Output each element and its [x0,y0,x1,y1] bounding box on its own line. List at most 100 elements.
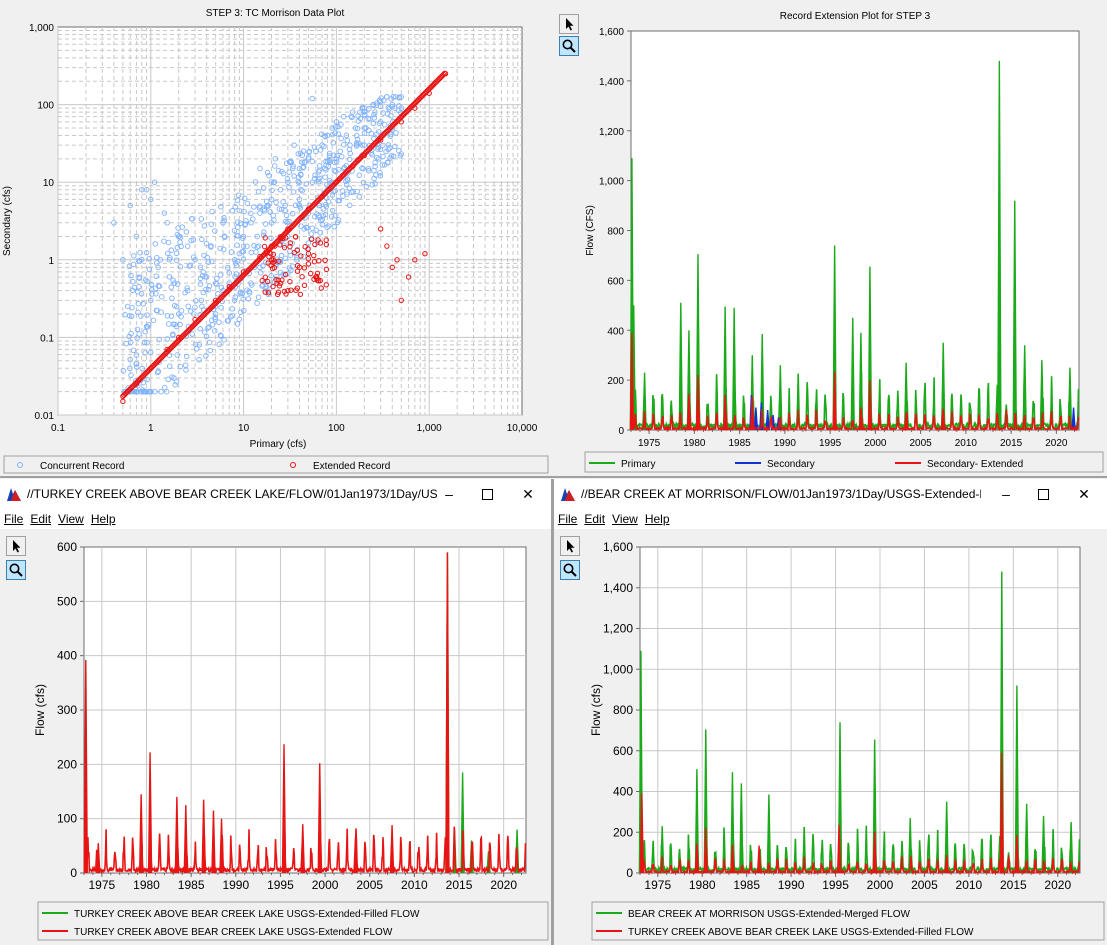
scatter-point [354,188,360,195]
menu-edit[interactable]: Edit [584,512,606,526]
scatter-point [166,274,173,280]
scatter-point [322,257,328,263]
scatter-point [360,179,367,186]
scatter-point [311,259,318,265]
y-tick-label: 200 [613,825,633,839]
scatter-point [262,274,269,280]
close-button[interactable]: ✕ [522,486,534,502]
scatter-point [159,294,165,300]
menu-view[interactable]: View [58,512,84,526]
series-peak [1067,367,1073,431]
scatter-point [173,250,180,257]
pointer-tool-button[interactable] [6,536,26,556]
scatter-point [272,156,279,162]
scatter-point [192,257,198,263]
scatter-point [209,317,215,324]
window-title-bar[interactable]: //BEAR CREEK AT MORRISON/FLOW/01Jan1973/… [554,479,1107,510]
minimize-button[interactable]: – [445,486,453,502]
scatter-point [298,223,304,229]
series-peak [858,407,864,431]
series-peak [174,796,180,874]
x-tick-label: 100 [328,423,345,434]
scatter-point [270,283,276,290]
scatter-point [148,281,155,288]
bear-creek-window: //BEAR CREEK AT MORRISON/FLOW/01Jan1973/… [554,479,1107,945]
scatter-point [175,233,182,240]
zoom-tool-button[interactable] [6,560,26,580]
scatter-point [281,244,288,251]
scatter-point [140,379,147,386]
record-extension-chart[interactable]: Record Extension Plot for STEP 3 0 200 400 6… [555,0,1107,476]
y-axis-label: Secondary (cfs) [2,186,13,256]
scatter-point [385,159,391,165]
scatter-point [346,185,353,192]
series-peak [872,831,877,874]
scatter-point [296,180,302,186]
scatter-chart[interactable]: STEP 3: TC Morrison Data Plot 0.1 1 10 100 1,… [0,0,553,476]
scatter-point [298,172,304,178]
window-title-bar[interactable]: //TURKEY CREEK ABOVE BEAR CREEK LAKE/FLO… [0,479,551,510]
legend-label: Extended Record [313,461,390,472]
minimize-button[interactable]: – [1002,486,1010,502]
pointer-tool-button[interactable] [560,536,580,556]
legend-label: TURKEY CREEK ABOVE BEAR CREEK LAKE USGS-… [74,909,420,920]
maximize-button[interactable] [1034,485,1052,503]
scatter-point [237,309,244,315]
menu-file[interactable]: File [558,512,578,526]
scatter-point [382,121,388,128]
scatter-point [300,253,307,260]
menu-file[interactable]: File [4,512,24,526]
scatter-point [387,133,394,139]
y-tick-label: 200 [57,757,77,771]
scatter-point [172,382,178,388]
scatter-point [326,150,333,157]
zoom-tool-button[interactable] [559,36,579,56]
x-tick-label: 10,000 [507,423,538,434]
turkey-creek-chart[interactable]: 0 100 200 300 400 500 600 1975 1980 1985 1990 1995 2… [0,529,551,945]
y-tick-label: 100 [37,101,54,112]
series-peak [944,855,949,874]
menu-view[interactable]: View [612,512,638,526]
scatter-point [164,346,170,353]
scatter-point [361,152,368,159]
scatter-point [263,259,269,266]
menu-help[interactable]: Help [644,512,670,526]
menu-help[interactable]: Help [90,512,116,526]
scatter-point [248,280,254,286]
x-tick-label: 1980 [683,438,706,449]
pointer-tool-button[interactable] [559,14,579,34]
scatter-point [312,172,318,178]
series-peak [686,393,692,431]
bear-creek-chart[interactable]: 0 200 400 600 800 1,000 1,200 1,400 1,600 1975 198… [554,529,1107,945]
zoom-tool-button[interactable] [560,560,580,580]
y-tick-label: 600 [57,540,77,554]
scatter-point [374,131,380,137]
scatter-point [300,165,306,171]
menu-edit[interactable]: Edit [30,512,52,526]
scatter-point [319,221,326,228]
maximize-button[interactable] [478,485,496,503]
scatter-point [268,243,275,249]
scatter-point [359,142,365,148]
scatter-point [228,249,235,255]
scatter-point [285,179,291,185]
y-tick-label: 1,000 [29,23,54,34]
legend-label: Concurrent Record [40,461,124,472]
scatter-point [147,349,154,356]
scatter-point [308,270,314,277]
x-tick-label: 2010 [956,878,983,892]
close-button[interactable]: ✕ [1078,486,1090,502]
scatter-point [378,95,384,101]
scatter-point [264,169,271,176]
scatter-point [323,266,330,273]
horizontal-divider [0,476,1107,478]
scatter-point [273,199,279,206]
scatter-point [301,159,307,166]
scatter-point [283,218,289,225]
x-tick-label: 2020 [1045,438,1068,449]
scatter-point [203,274,210,280]
series-peak [147,752,153,874]
scatter-point [272,243,278,249]
scatter-point [248,249,255,256]
scatter-point [133,361,140,367]
